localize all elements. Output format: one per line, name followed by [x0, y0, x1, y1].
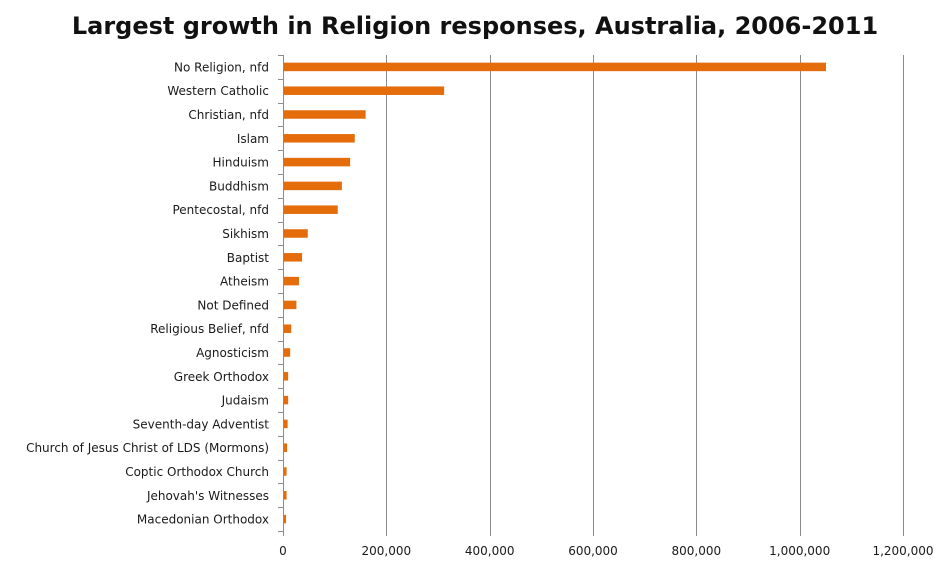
category-label: Atheism: [220, 275, 269, 289]
gridlines: [386, 55, 904, 531]
x-tick-label: 1,000,000: [769, 544, 830, 558]
bar: [284, 395, 289, 405]
bar: [284, 253, 303, 262]
bar: [284, 419, 288, 429]
bar: [284, 443, 288, 452]
category-label: Western Catholic: [167, 84, 269, 98]
category-label: Agnosticism: [196, 346, 269, 360]
bar: [284, 491, 287, 500]
category-label: Sikhism: [222, 227, 269, 241]
bar: [284, 157, 351, 167]
chart-title: Largest growth in Religion responses, Au…: [71, 12, 879, 40]
bar: [284, 86, 445, 95]
bar: [284, 467, 287, 476]
category-label: Baptist: [227, 251, 269, 265]
x-tick-label: 400,000: [465, 544, 515, 558]
x-tick-label: 0: [279, 544, 287, 558]
bar: [284, 229, 308, 238]
category-label: Hinduism: [213, 156, 269, 170]
bar: [284, 372, 289, 381]
bar: [284, 205, 338, 214]
category-label: Greek Orthodox: [174, 370, 269, 384]
category-label: Church of Jesus Christ of LDS (Mormons): [26, 441, 269, 455]
bar: [284, 324, 292, 333]
x-tick-label: 1,200,000: [872, 544, 933, 558]
bar: [284, 181, 342, 191]
x-tick-label: 200,000: [362, 544, 412, 558]
category-label: Religious Belief, nfd: [150, 322, 269, 336]
bars: [284, 62, 826, 524]
bar: [284, 110, 366, 119]
labels: 0 200,000 400,000 600,000 800,000 1,000,000 1,…: [26, 60, 933, 558]
category-label: Christian, nfd: [188, 108, 269, 122]
bar: [284, 276, 299, 286]
category-label: Jehovah's Witnesses: [146, 489, 269, 503]
category-label: Pentecostal, nfd: [172, 203, 269, 217]
category-label: Islam: [237, 132, 269, 146]
category-label: Macedonian Orthodox: [137, 513, 269, 527]
category-label: Not Defined: [197, 298, 269, 312]
category-label: Judaism: [221, 394, 269, 408]
x-tick-label: 800,000: [672, 544, 722, 558]
bar: [284, 62, 826, 72]
bar: [284, 134, 355, 143]
bar: [284, 300, 297, 310]
category-label: Buddhism: [209, 179, 269, 193]
category-label: Seventh-day Adventist: [133, 417, 270, 431]
category-label: No Religion, nfd: [174, 60, 269, 74]
category-label: Coptic Orthodox Church: [125, 465, 269, 479]
bar: [284, 514, 287, 524]
bar: [284, 348, 291, 357]
x-tick-label: 600,000: [568, 544, 618, 558]
axes: [278, 55, 904, 536]
